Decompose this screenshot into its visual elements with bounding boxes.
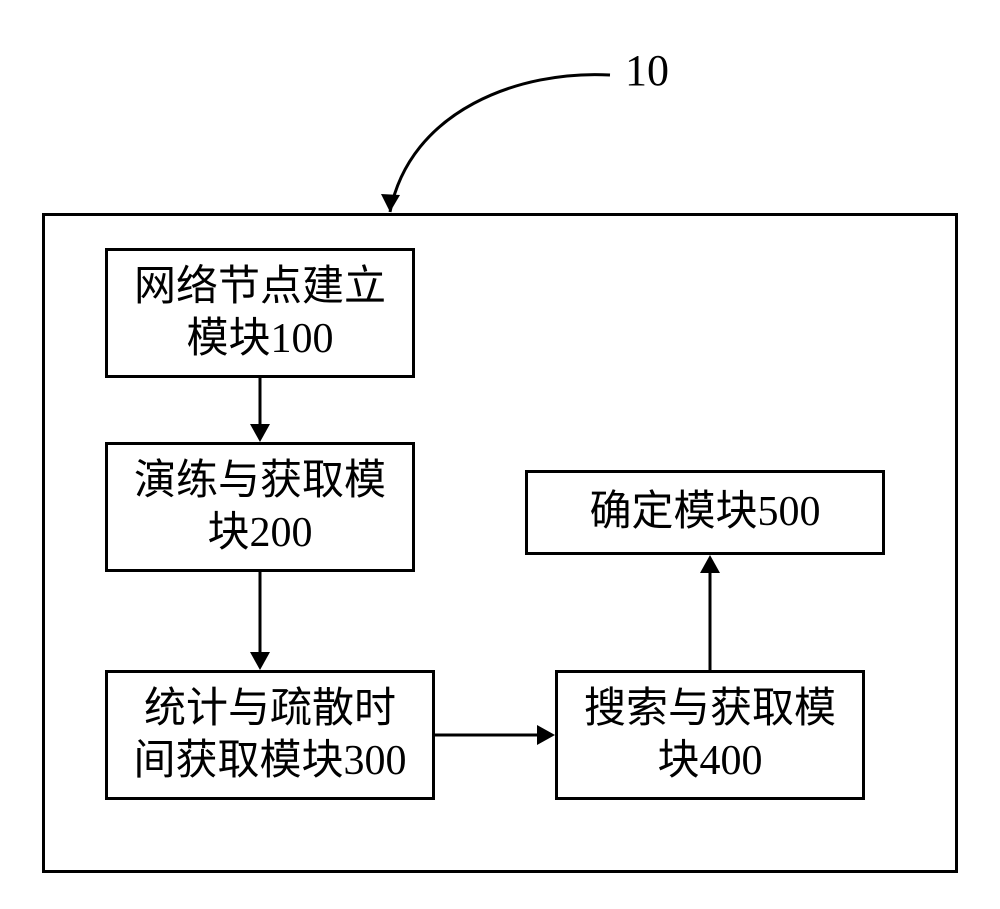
diagram-canvas: 10 网络节点建立模块100 演练与获取模块200 统计与疏散时间获取模块300… (0, 0, 1000, 909)
node-determine-500: 确定模块500 (525, 470, 885, 555)
node-search-acquire-400: 搜索与获取模块400 (555, 670, 865, 800)
node-label: 搜索与获取模块400 (584, 683, 836, 788)
node-label: 统计与疏散时间获取模块300 (133, 683, 406, 788)
node-network-establish-100: 网络节点建立模块100 (105, 248, 415, 378)
node-stats-evac-time-300: 统计与疏散时间获取模块300 (105, 670, 435, 800)
node-label: 演练与获取模块200 (134, 455, 386, 560)
diagram-id-label: 10 (625, 45, 669, 96)
node-label: 网络节点建立模块100 (134, 261, 386, 366)
node-label: 确定模块500 (589, 486, 820, 539)
node-drill-acquire-200: 演练与获取模块200 (105, 442, 415, 572)
